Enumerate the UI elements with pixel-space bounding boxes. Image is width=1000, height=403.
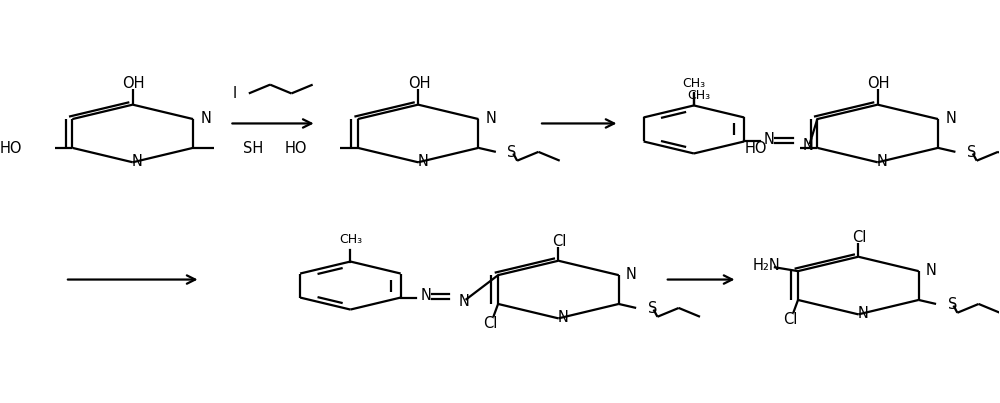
Text: S: S: [648, 301, 657, 316]
Text: N: N: [132, 154, 143, 169]
Text: N: N: [418, 154, 428, 169]
Text: Cl: Cl: [852, 230, 866, 245]
Text: H₂N: H₂N: [753, 258, 781, 273]
Text: N: N: [459, 294, 470, 309]
Text: N: N: [420, 288, 431, 303]
Text: N: N: [764, 132, 775, 147]
Text: N: N: [858, 306, 869, 321]
Text: N: N: [877, 154, 888, 169]
Text: OH: OH: [867, 76, 890, 91]
Text: Cl: Cl: [552, 234, 567, 249]
Text: Cl: Cl: [483, 316, 498, 331]
Text: I: I: [233, 86, 237, 101]
Text: N: N: [626, 267, 637, 282]
Text: N: N: [945, 111, 956, 126]
Text: N: N: [558, 310, 569, 325]
Text: HO: HO: [285, 141, 307, 156]
Text: Cl: Cl: [783, 312, 797, 327]
Text: N: N: [926, 263, 937, 278]
Text: CH₃: CH₃: [682, 77, 705, 90]
Text: OH: OH: [408, 76, 430, 91]
Text: CH₃: CH₃: [687, 89, 710, 102]
Text: N: N: [200, 111, 211, 126]
Text: S: S: [507, 145, 517, 160]
Text: S: S: [948, 297, 957, 312]
Text: CH₃: CH₃: [339, 233, 362, 246]
Text: HO: HO: [0, 141, 22, 156]
Text: S: S: [967, 145, 976, 160]
Text: N: N: [802, 137, 813, 153]
Text: HO: HO: [745, 141, 767, 156]
Text: N: N: [486, 111, 496, 126]
Text: OH: OH: [122, 76, 145, 91]
Text: SH: SH: [243, 141, 264, 156]
